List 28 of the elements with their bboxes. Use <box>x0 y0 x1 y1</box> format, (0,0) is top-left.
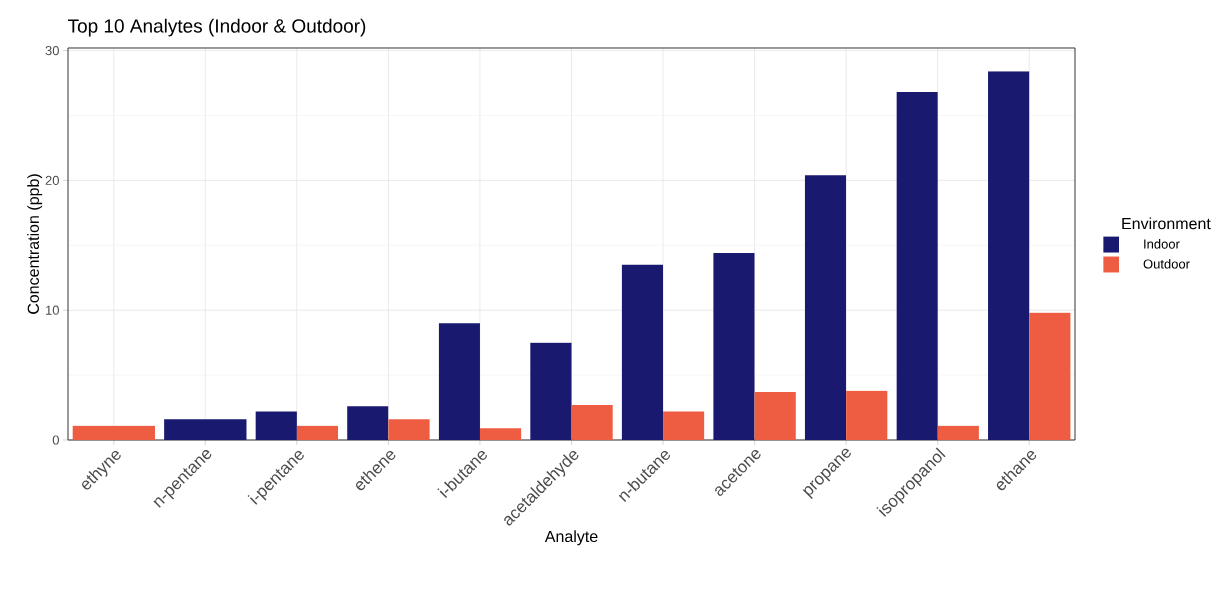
legend-title: Environment <box>1122 217 1211 230</box>
chart-title: Top 10 Analytes (Indoor & Outdoor) <box>67 18 366 37</box>
bar <box>347 406 389 440</box>
bar <box>438 323 480 440</box>
bar <box>804 175 847 440</box>
legend-label: Outdoor <box>1143 259 1190 269</box>
bar <box>571 404 613 440</box>
bar <box>479 428 522 440</box>
y-tick-label: 10 <box>46 305 59 315</box>
y-tick-label: 20 <box>45 175 59 185</box>
bar <box>388 419 430 440</box>
bar <box>1029 312 1071 440</box>
bar <box>296 425 339 440</box>
y-axis-title: Concentration (ppb) <box>27 174 43 314</box>
legend-label: Indoor <box>1144 239 1180 249</box>
bar <box>713 253 755 440</box>
y-tick-label: 30 <box>45 45 59 56</box>
bar <box>255 411 297 440</box>
y-tick-label: 0 <box>52 435 59 445</box>
bar <box>621 264 664 440</box>
bar <box>988 71 1030 440</box>
x-axis-title: Analyte <box>544 530 598 546</box>
bar <box>663 411 705 440</box>
bar <box>937 425 979 440</box>
bar <box>530 342 572 440</box>
bar <box>896 92 938 440</box>
bar <box>754 391 796 440</box>
bar <box>846 390 888 440</box>
